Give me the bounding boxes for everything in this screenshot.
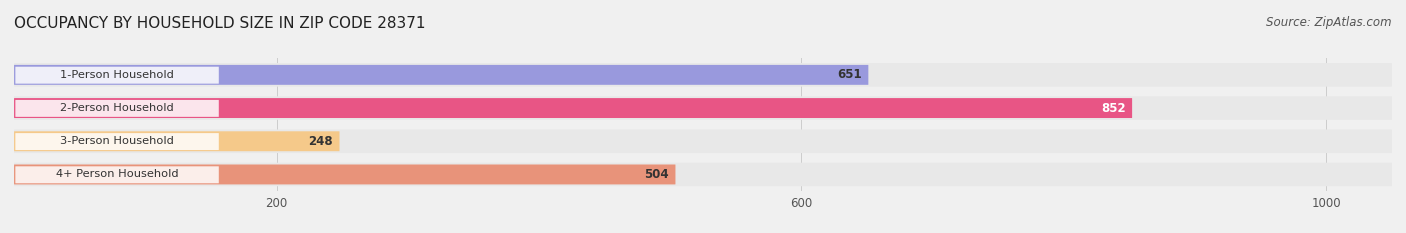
FancyBboxPatch shape — [15, 166, 219, 183]
FancyBboxPatch shape — [14, 96, 1392, 120]
Text: 3-Person Household: 3-Person Household — [60, 136, 174, 146]
Text: 852: 852 — [1101, 102, 1126, 115]
Text: 651: 651 — [837, 68, 862, 81]
Text: OCCUPANCY BY HOUSEHOLD SIZE IN ZIP CODE 28371: OCCUPANCY BY HOUSEHOLD SIZE IN ZIP CODE … — [14, 16, 426, 31]
FancyBboxPatch shape — [14, 131, 339, 151]
Text: 1-Person Household: 1-Person Household — [60, 70, 174, 80]
FancyBboxPatch shape — [14, 164, 675, 185]
Text: Source: ZipAtlas.com: Source: ZipAtlas.com — [1267, 16, 1392, 29]
Text: 4+ Person Household: 4+ Person Household — [56, 169, 179, 179]
FancyBboxPatch shape — [14, 65, 869, 85]
FancyBboxPatch shape — [15, 67, 219, 84]
Text: 248: 248 — [308, 135, 333, 148]
Text: 504: 504 — [644, 168, 669, 181]
Text: 2-Person Household: 2-Person Household — [60, 103, 174, 113]
FancyBboxPatch shape — [14, 163, 1392, 186]
FancyBboxPatch shape — [15, 100, 219, 117]
FancyBboxPatch shape — [14, 98, 1132, 118]
FancyBboxPatch shape — [14, 130, 1392, 153]
FancyBboxPatch shape — [15, 133, 219, 150]
FancyBboxPatch shape — [14, 63, 1392, 87]
